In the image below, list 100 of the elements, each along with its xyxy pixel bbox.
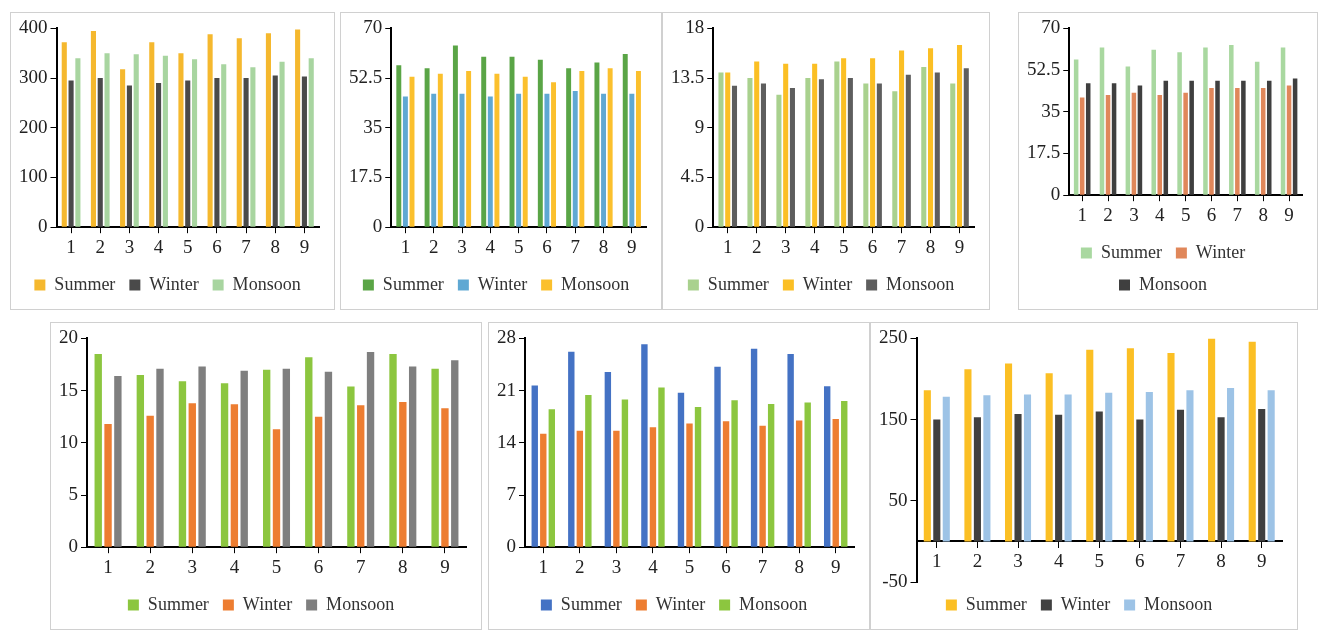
bar xyxy=(718,72,724,227)
bar xyxy=(104,424,112,547)
bar xyxy=(126,85,132,227)
bar xyxy=(347,386,355,547)
bar xyxy=(841,401,848,547)
bar xyxy=(933,419,941,542)
bar xyxy=(214,78,220,227)
x-tick-label: 2 xyxy=(428,235,439,257)
x-tick-label: 1 xyxy=(66,235,76,257)
x-tick-label: 6 xyxy=(212,235,222,257)
bar xyxy=(572,90,578,227)
bar xyxy=(431,93,437,227)
bar xyxy=(1217,417,1225,542)
bar xyxy=(795,420,803,547)
bar xyxy=(622,53,628,227)
x-tick-label: 4 xyxy=(229,555,240,577)
x-tick-label: 6 xyxy=(867,235,878,257)
bar xyxy=(114,375,122,547)
bar xyxy=(1177,52,1182,195)
x-tick-label: 4 xyxy=(485,235,496,257)
bar xyxy=(540,433,547,547)
y-tick-label: 52.5 xyxy=(349,66,383,88)
bar xyxy=(635,71,641,227)
y-tick-label: 70 xyxy=(1041,16,1061,38)
x-tick-label: 8 xyxy=(925,235,936,257)
x-tick-label: 1 xyxy=(103,555,113,577)
bar xyxy=(357,405,365,547)
bar xyxy=(1045,373,1053,542)
bar xyxy=(594,62,600,227)
x-tick-label: 8 xyxy=(1216,549,1226,571)
bar xyxy=(1105,392,1113,542)
bar xyxy=(731,400,738,547)
bar xyxy=(544,93,550,227)
bar xyxy=(441,408,449,547)
bar xyxy=(396,65,402,227)
x-tick-label: 5 xyxy=(271,555,282,577)
legend-label: Monsoon xyxy=(1144,593,1213,614)
bar xyxy=(136,374,145,547)
x-tick-label: 9 xyxy=(440,555,450,577)
x-tick-label: 9 xyxy=(627,235,637,257)
bar xyxy=(1064,394,1072,542)
x-tick-label: 2 xyxy=(575,555,585,577)
bar xyxy=(314,416,323,547)
bar xyxy=(265,33,271,227)
bar xyxy=(1023,394,1032,542)
bar xyxy=(714,366,721,547)
bar xyxy=(402,96,408,227)
bar xyxy=(1203,47,1208,195)
bar xyxy=(847,78,853,227)
y-tick-label: 5 xyxy=(68,482,78,504)
x-tick-label: 2 xyxy=(1103,203,1113,225)
y-tick-label: 21 xyxy=(497,378,516,400)
bar xyxy=(783,63,789,227)
x-tick-label: 5 xyxy=(838,235,849,257)
bar xyxy=(694,407,702,547)
y-tick-label: 20 xyxy=(59,326,78,348)
x-tick-label: 9 xyxy=(954,235,965,257)
bar xyxy=(548,409,556,547)
bar xyxy=(90,30,96,227)
bar xyxy=(1258,409,1266,542)
bar xyxy=(812,63,818,227)
x-tick-label: 5 xyxy=(1094,549,1104,571)
y-tick-label: 0 xyxy=(68,535,78,557)
x-tick-label: 3 xyxy=(1013,549,1023,571)
bar xyxy=(629,93,635,227)
x-tick-label: 4 xyxy=(153,235,164,257)
bar xyxy=(1005,363,1013,542)
bar xyxy=(934,72,940,227)
bar xyxy=(1209,87,1214,195)
y-tick-label: 7 xyxy=(506,482,516,504)
bar xyxy=(295,29,301,227)
bar xyxy=(308,58,314,227)
bar xyxy=(776,94,782,227)
bar xyxy=(305,357,313,547)
x-tick-label: 7 xyxy=(1232,203,1243,225)
bar xyxy=(649,427,657,547)
bar xyxy=(149,42,155,227)
legend-label: Summer xyxy=(707,273,769,294)
x-tick-label: 9 xyxy=(1256,549,1267,571)
bar xyxy=(61,42,67,227)
bar xyxy=(451,360,459,547)
legend-label: Winter xyxy=(802,273,853,294)
legend-label: Summer xyxy=(560,593,622,614)
bar xyxy=(760,83,766,227)
legend-label: Monsoon xyxy=(1139,273,1208,294)
bar xyxy=(963,68,969,227)
bar xyxy=(272,429,281,547)
y-tick-label: 52.5 xyxy=(1027,58,1061,80)
x-tick-label: 2 xyxy=(145,555,155,577)
bar xyxy=(68,80,74,227)
bar xyxy=(1176,409,1185,542)
bar xyxy=(146,415,154,547)
x-tick-label: 9 xyxy=(830,555,841,577)
y-tick-label: 0 xyxy=(1050,183,1061,205)
bar xyxy=(192,59,198,227)
bar xyxy=(282,368,291,547)
bar xyxy=(1183,92,1188,195)
y-tick-label: 28 xyxy=(497,326,516,348)
x-tick-label: 8 xyxy=(270,235,280,257)
bar xyxy=(905,74,911,227)
